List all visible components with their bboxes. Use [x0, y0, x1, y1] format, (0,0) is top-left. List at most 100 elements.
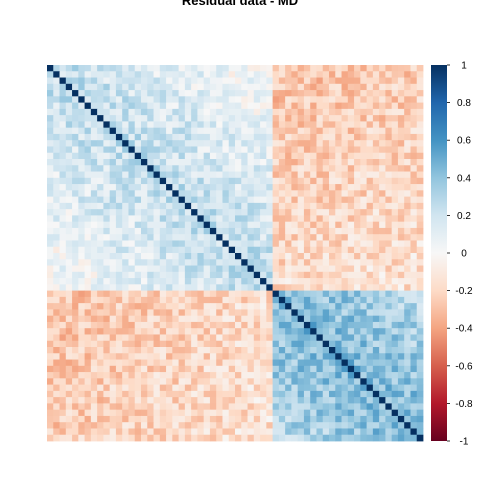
heatmap-cell [72, 246, 79, 254]
heatmap-cell [78, 227, 85, 235]
heatmap-cell [141, 221, 148, 229]
heatmap-cell [291, 290, 299, 298]
heatmap-cell [141, 321, 148, 329]
heatmap-cell [335, 202, 342, 210]
heatmap-cell [147, 284, 154, 291]
heatmap-cell [266, 347, 273, 354]
heatmap-cell [128, 290, 136, 298]
heatmap-cell [266, 422, 273, 429]
heatmap-cell [335, 415, 342, 423]
heatmap-cell [360, 290, 367, 298]
heatmap-cell [303, 227, 311, 235]
heatmap-cell [222, 390, 230, 398]
heatmap-cell [329, 296, 336, 304]
heatmap-cell [404, 372, 411, 379]
heatmap-cell [397, 284, 405, 291]
heatmap-cell [59, 227, 67, 235]
heatmap-cell [228, 347, 236, 354]
heatmap-cell [178, 315, 186, 323]
heatmap-cell [360, 378, 367, 385]
heatmap-cell [410, 121, 418, 129]
heatmap-cell [260, 171, 267, 179]
heatmap-cell [416, 372, 424, 379]
heatmap-cell [341, 384, 349, 392]
heatmap-cell [209, 221, 217, 229]
heatmap-cell [391, 227, 399, 235]
heatmap-cell [222, 121, 230, 129]
heatmap-cell [216, 253, 223, 260]
colorbar-tick-label: 0.6 [457, 136, 471, 147]
heatmap-cell [184, 140, 192, 147]
heatmap-cell [397, 184, 405, 191]
heatmap-cell [247, 171, 255, 179]
heatmap-cell [209, 422, 217, 429]
heatmap-cell [97, 265, 104, 273]
heatmap-cell [366, 321, 374, 329]
heatmap-cell [209, 71, 217, 78]
heatmap-cell [47, 121, 54, 129]
heatmap-cell [347, 409, 355, 417]
heatmap-cell [366, 422, 374, 429]
heatmap-cell [172, 71, 179, 78]
heatmap-cell [235, 234, 242, 241]
heatmap-cell [78, 96, 85, 103]
heatmap-cell [260, 159, 267, 166]
heatmap-cell [391, 296, 399, 304]
heatmap-cell [184, 434, 192, 442]
heatmap-cell [97, 334, 104, 342]
heatmap-cell [203, 403, 211, 411]
heatmap-cell [260, 390, 267, 398]
heatmap-cell [178, 202, 186, 210]
heatmap-cell [134, 284, 142, 291]
heatmap-cell [203, 334, 211, 342]
heatmap-cell [310, 290, 317, 298]
heatmap-cell [72, 102, 79, 110]
heatmap-cell [303, 102, 311, 110]
heatmap-cell [115, 253, 123, 260]
heatmap-cell [335, 71, 342, 78]
heatmap-cell [341, 397, 349, 404]
heatmap-cell [159, 227, 167, 235]
heatmap-cell [379, 296, 386, 304]
heatmap-cell [416, 315, 424, 323]
heatmap-cell [272, 165, 280, 172]
heatmap-cell [391, 133, 399, 141]
heatmap-cell [316, 65, 324, 72]
heatmap-cell [385, 265, 393, 273]
heatmap-cell [416, 253, 424, 260]
heatmap-cell [178, 140, 186, 147]
heatmap-cell [84, 115, 92, 122]
heatmap-cell [216, 234, 223, 241]
heatmap-cell [122, 384, 129, 392]
heatmap-cell [278, 196, 286, 204]
heatmap-cell [385, 353, 393, 360]
heatmap-cell [372, 422, 380, 429]
heatmap-cell [322, 334, 330, 342]
heatmap-cell [84, 347, 92, 354]
heatmap-cell [178, 159, 186, 166]
heatmap-cell [222, 347, 230, 354]
heatmap-cell [379, 221, 386, 229]
heatmap-cell [84, 221, 92, 229]
heatmap-cell [228, 434, 236, 442]
heatmap-cell [291, 378, 299, 385]
heatmap-cell [316, 146, 324, 154]
heatmap-cell [322, 428, 330, 436]
heatmap-cell [109, 397, 117, 404]
heatmap-cell [354, 159, 361, 166]
heatmap-cell [260, 334, 267, 342]
heatmap-cell [347, 284, 355, 291]
heatmap-cell [153, 90, 161, 97]
heatmap-cell [391, 334, 399, 342]
heatmap-cell [272, 397, 280, 404]
heatmap-cell [153, 384, 161, 392]
heatmap-cell [329, 428, 336, 436]
heatmap-cell [209, 284, 217, 291]
heatmap-cell [172, 90, 179, 97]
heatmap-cell [115, 246, 123, 254]
heatmap-cell [78, 334, 85, 342]
heatmap-cell [72, 90, 79, 97]
heatmap-cell [65, 221, 73, 229]
heatmap-cell [59, 265, 67, 273]
heatmap-cell [172, 296, 179, 304]
